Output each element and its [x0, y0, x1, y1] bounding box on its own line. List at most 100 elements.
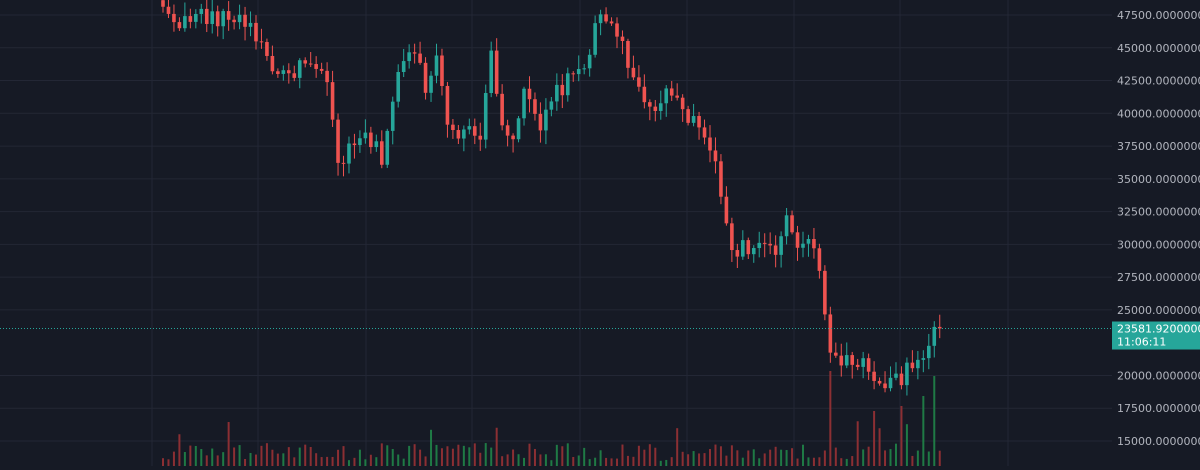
- candle-body[interactable]: [483, 93, 488, 140]
- candle-body[interactable]: [615, 23, 619, 37]
- candle-body[interactable]: [516, 118, 521, 140]
- candle-body[interactable]: [500, 93, 504, 126]
- candle-body[interactable]: [352, 143, 357, 146]
- candle-body[interactable]: [565, 73, 570, 96]
- candle-body[interactable]: [905, 362, 909, 386]
- candle-body[interactable]: [642, 86, 647, 103]
- candle-body[interactable]: [265, 42, 269, 56]
- candle-body[interactable]: [620, 36, 625, 42]
- candle-body[interactable]: [708, 137, 712, 151]
- candle-body[interactable]: [396, 72, 401, 102]
- candle-body[interactable]: [494, 50, 499, 94]
- candle-body[interactable]: [330, 82, 335, 120]
- candle-body[interactable]: [877, 380, 882, 384]
- candle-body[interactable]: [834, 352, 838, 356]
- candle-body[interactable]: [680, 97, 685, 110]
- candle-body[interactable]: [806, 239, 811, 244]
- candle-body[interactable]: [336, 119, 340, 163]
- candle-body[interactable]: [423, 62, 428, 93]
- candle-body[interactable]: [795, 232, 800, 248]
- candle-body[interactable]: [374, 141, 379, 148]
- candle-body[interactable]: [724, 196, 729, 224]
- candle-body[interactable]: [281, 70, 286, 74]
- candle-body[interactable]: [555, 84, 559, 102]
- candle-body[interactable]: [746, 240, 751, 255]
- candle-body[interactable]: [172, 13, 176, 23]
- candle-body[interactable]: [210, 11, 215, 24]
- candle-body[interactable]: [582, 68, 586, 70]
- candle-body[interactable]: [571, 73, 576, 75]
- candle-body[interactable]: [325, 70, 329, 83]
- candle-body[interactable]: [467, 126, 472, 130]
- candle-body[interactable]: [823, 270, 827, 315]
- price-axis[interactable]: 47500.00000000 45000.00000000 42500.000000…: [1117, 9, 1200, 448]
- candle-body[interactable]: [872, 371, 876, 381]
- candle-body[interactable]: [243, 14, 247, 27]
- candle-body[interactable]: [658, 103, 663, 111]
- candle-body[interactable]: [248, 22, 253, 27]
- candle-body[interactable]: [883, 383, 887, 389]
- candle-body[interactable]: [188, 16, 193, 22]
- candle-body[interactable]: [161, 0, 165, 7]
- candle-body[interactable]: [472, 126, 477, 136]
- candle-body[interactable]: [916, 359, 920, 369]
- candle-body[interactable]: [866, 358, 871, 372]
- candle-body[interactable]: [456, 130, 461, 139]
- candle-body[interactable]: [445, 85, 450, 125]
- candle-body[interactable]: [609, 21, 614, 24]
- candle-body[interactable]: [308, 63, 313, 65]
- candle-body[interactable]: [429, 75, 433, 93]
- candle-body[interactable]: [544, 109, 548, 131]
- candle-body[interactable]: [440, 55, 444, 86]
- candle-body[interactable]: [691, 116, 696, 123]
- candle-body[interactable]: [511, 135, 515, 140]
- candle-body[interactable]: [166, 6, 171, 14]
- candle-body[interactable]: [183, 16, 187, 29]
- candle-body[interactable]: [773, 245, 778, 255]
- candle-body[interactable]: [434, 55, 439, 76]
- candle-body[interactable]: [861, 358, 865, 367]
- candle-body[interactable]: [412, 52, 417, 54]
- candle-body[interactable]: [478, 135, 483, 140]
- candle-body[interactable]: [730, 223, 734, 251]
- candle-body[interactable]: [385, 130, 390, 165]
- candle-body[interactable]: [653, 106, 658, 111]
- candle-body[interactable]: [686, 109, 690, 123]
- candle-body[interactable]: [221, 11, 225, 27]
- candle-body[interactable]: [932, 326, 937, 346]
- candle-body[interactable]: [319, 68, 324, 71]
- candle-body[interactable]: [363, 132, 368, 139]
- candle-body[interactable]: [576, 68, 581, 75]
- candle-body[interactable]: [232, 19, 236, 23]
- candle-body[interactable]: [204, 8, 209, 24]
- candle-body[interactable]: [390, 101, 395, 131]
- candle-body[interactable]: [888, 377, 893, 389]
- candle-body[interactable]: [177, 22, 182, 29]
- candle-body[interactable]: [598, 14, 603, 24]
- candle-body[interactable]: [637, 77, 641, 87]
- candle-body[interactable]: [927, 345, 931, 359]
- candle-body[interactable]: [314, 64, 318, 69]
- candle-body[interactable]: [604, 14, 608, 22]
- candle-body[interactable]: [522, 88, 526, 119]
- candle-body[interactable]: [697, 116, 701, 128]
- candle-body[interactable]: [587, 54, 592, 69]
- candle-body[interactable]: [784, 215, 789, 237]
- candle-body[interactable]: [533, 99, 537, 114]
- candle-body[interactable]: [790, 215, 794, 233]
- candle-body[interactable]: [593, 23, 597, 55]
- candle-body[interactable]: [369, 132, 373, 148]
- candle-body[interactable]: [549, 101, 554, 110]
- candle-body[interactable]: [270, 55, 275, 72]
- candle-body[interactable]: [489, 50, 493, 94]
- candle-body[interactable]: [801, 243, 805, 248]
- candle-body[interactable]: [648, 102, 652, 107]
- candle-body[interactable]: [675, 95, 679, 98]
- candle-body[interactable]: [505, 125, 510, 136]
- candle-body[interactable]: [664, 88, 669, 104]
- candle-body[interactable]: [702, 127, 707, 138]
- candle-body[interactable]: [844, 355, 849, 366]
- candle-body[interactable]: [713, 150, 718, 162]
